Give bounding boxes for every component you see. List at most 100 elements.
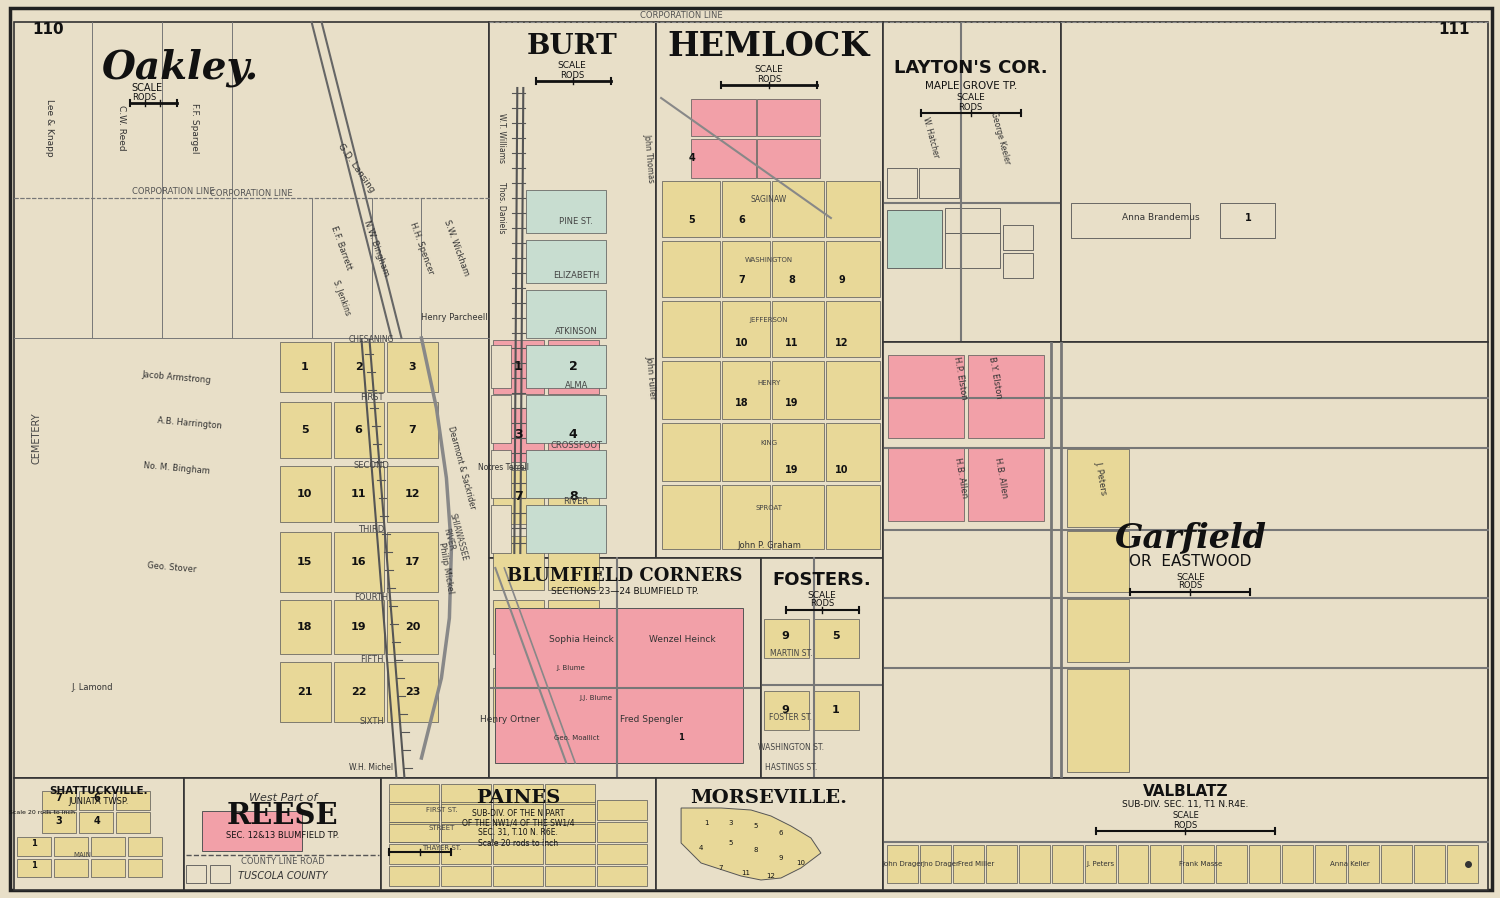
Text: SCALE: SCALE [1176, 573, 1204, 582]
Text: 2: 2 [354, 362, 363, 372]
Text: SPROAT: SPROAT [756, 505, 783, 511]
Text: S.W. Wickham: S.W. Wickham [442, 219, 471, 277]
Bar [549, 470, 598, 524]
Bar [387, 532, 438, 592]
Text: 19: 19 [784, 398, 798, 408]
Text: FIRST: FIRST [360, 393, 384, 402]
Bar [492, 505, 512, 553]
Text: Garfield: Garfield [1114, 522, 1266, 554]
Text: Geo. Stover: Geo. Stover [147, 561, 196, 575]
Bar [184, 778, 381, 890]
Text: Sophia Heinck: Sophia Heinck [549, 636, 614, 645]
Text: SUB-DIV. OF THE N PART: SUB-DIV. OF THE N PART [472, 809, 564, 818]
Text: Scale 20 rods to inch: Scale 20 rods to inch [9, 809, 75, 814]
Text: 10: 10 [836, 465, 849, 475]
Text: 10: 10 [796, 860, 806, 866]
Text: 7: 7 [56, 793, 63, 803]
Text: CORPORATION LINE: CORPORATION LINE [210, 189, 292, 198]
Bar [884, 342, 1488, 778]
Bar [546, 804, 596, 822]
Text: 8: 8 [568, 490, 578, 504]
Text: George Keeler: George Keeler [990, 110, 1012, 165]
Text: Dearmont & Sackrider: Dearmont & Sackrider [446, 426, 477, 510]
Bar [1221, 203, 1275, 238]
Text: 7: 7 [738, 275, 746, 285]
Bar [722, 423, 770, 481]
Bar [827, 241, 880, 297]
Bar [54, 837, 88, 856]
Text: HASTINGS ST.: HASTINGS ST. [765, 763, 818, 772]
Bar [279, 600, 330, 654]
Bar [656, 22, 884, 558]
Text: ELIZABETH: ELIZABETH [554, 271, 600, 280]
Bar [1084, 845, 1116, 883]
Text: 5: 5 [302, 425, 309, 435]
Bar [526, 395, 606, 443]
Text: F.F. Spargel: F.F. Spargel [190, 102, 200, 154]
Text: MARTIN ST.: MARTIN ST. [770, 648, 813, 657]
Bar [662, 423, 720, 481]
Text: B.Y. Elston: B.Y. Elston [987, 357, 1004, 400]
Bar [758, 99, 820, 136]
Text: WASHINGTON: WASHINGTON [746, 257, 794, 263]
Bar [54, 859, 88, 877]
Bar [387, 662, 438, 722]
Text: OR  EASTWOOD: OR EASTWOOD [1130, 553, 1251, 568]
Bar [92, 837, 124, 856]
Bar [1052, 845, 1083, 883]
Text: 18: 18 [735, 398, 748, 408]
Bar [279, 342, 330, 392]
Bar [387, 402, 438, 458]
Text: SAGINAW: SAGINAW [752, 196, 788, 205]
Text: 3: 3 [729, 820, 734, 826]
Bar [1066, 449, 1130, 527]
Text: FIFTH: FIFTH [360, 656, 384, 665]
Text: Oakley.: Oakley. [102, 48, 260, 87]
Bar [80, 791, 112, 810]
Bar [722, 181, 770, 237]
Bar [494, 408, 544, 462]
Bar [945, 233, 999, 268]
Bar [722, 301, 770, 357]
Text: 5: 5 [754, 823, 758, 829]
Bar [1316, 845, 1346, 883]
Text: SHATTUCKVILLE.: SHATTUCKVILLE. [50, 786, 148, 796]
Bar [549, 536, 598, 590]
Bar [494, 824, 543, 842]
Text: RODS: RODS [1173, 821, 1197, 830]
Bar [827, 485, 880, 549]
Text: RODS: RODS [958, 102, 982, 111]
Bar [758, 139, 820, 178]
Text: S. Jenkins: S. Jenkins [332, 279, 352, 317]
Bar [526, 505, 606, 553]
Text: RODS: RODS [1179, 582, 1203, 591]
Text: Anna Brandemus: Anna Brandemus [1122, 214, 1200, 223]
Text: John Fuller: John Fuller [645, 356, 657, 401]
Bar [1216, 845, 1248, 883]
Text: 5: 5 [729, 840, 734, 846]
Bar [390, 866, 439, 886]
Bar [441, 822, 492, 842]
Text: CROSSFOOT: CROSSFOOT [550, 442, 602, 451]
Text: SCALE: SCALE [1172, 812, 1198, 821]
Bar [494, 822, 543, 842]
Bar [722, 241, 770, 297]
Bar [920, 168, 958, 198]
Text: Notres Terrell: Notres Terrell [478, 463, 530, 472]
Text: 7: 7 [718, 865, 723, 871]
Text: BLUMFIELD CORNERS: BLUMFIELD CORNERS [507, 567, 742, 585]
Bar [1066, 669, 1130, 772]
Text: J. Peters: J. Peters [1094, 461, 1108, 496]
Bar [201, 811, 302, 851]
Bar [772, 361, 824, 419]
Bar [772, 301, 824, 357]
Bar [827, 423, 880, 481]
Text: HEMLOCK: HEMLOCK [668, 30, 870, 63]
Bar [1382, 845, 1411, 883]
Bar [662, 241, 720, 297]
Text: W. Hatcher: W. Hatcher [921, 117, 940, 159]
Text: RODS: RODS [560, 71, 585, 80]
Text: ATKINSON: ATKINSON [555, 327, 597, 336]
Bar [968, 447, 1044, 521]
Text: 6: 6 [778, 830, 783, 836]
